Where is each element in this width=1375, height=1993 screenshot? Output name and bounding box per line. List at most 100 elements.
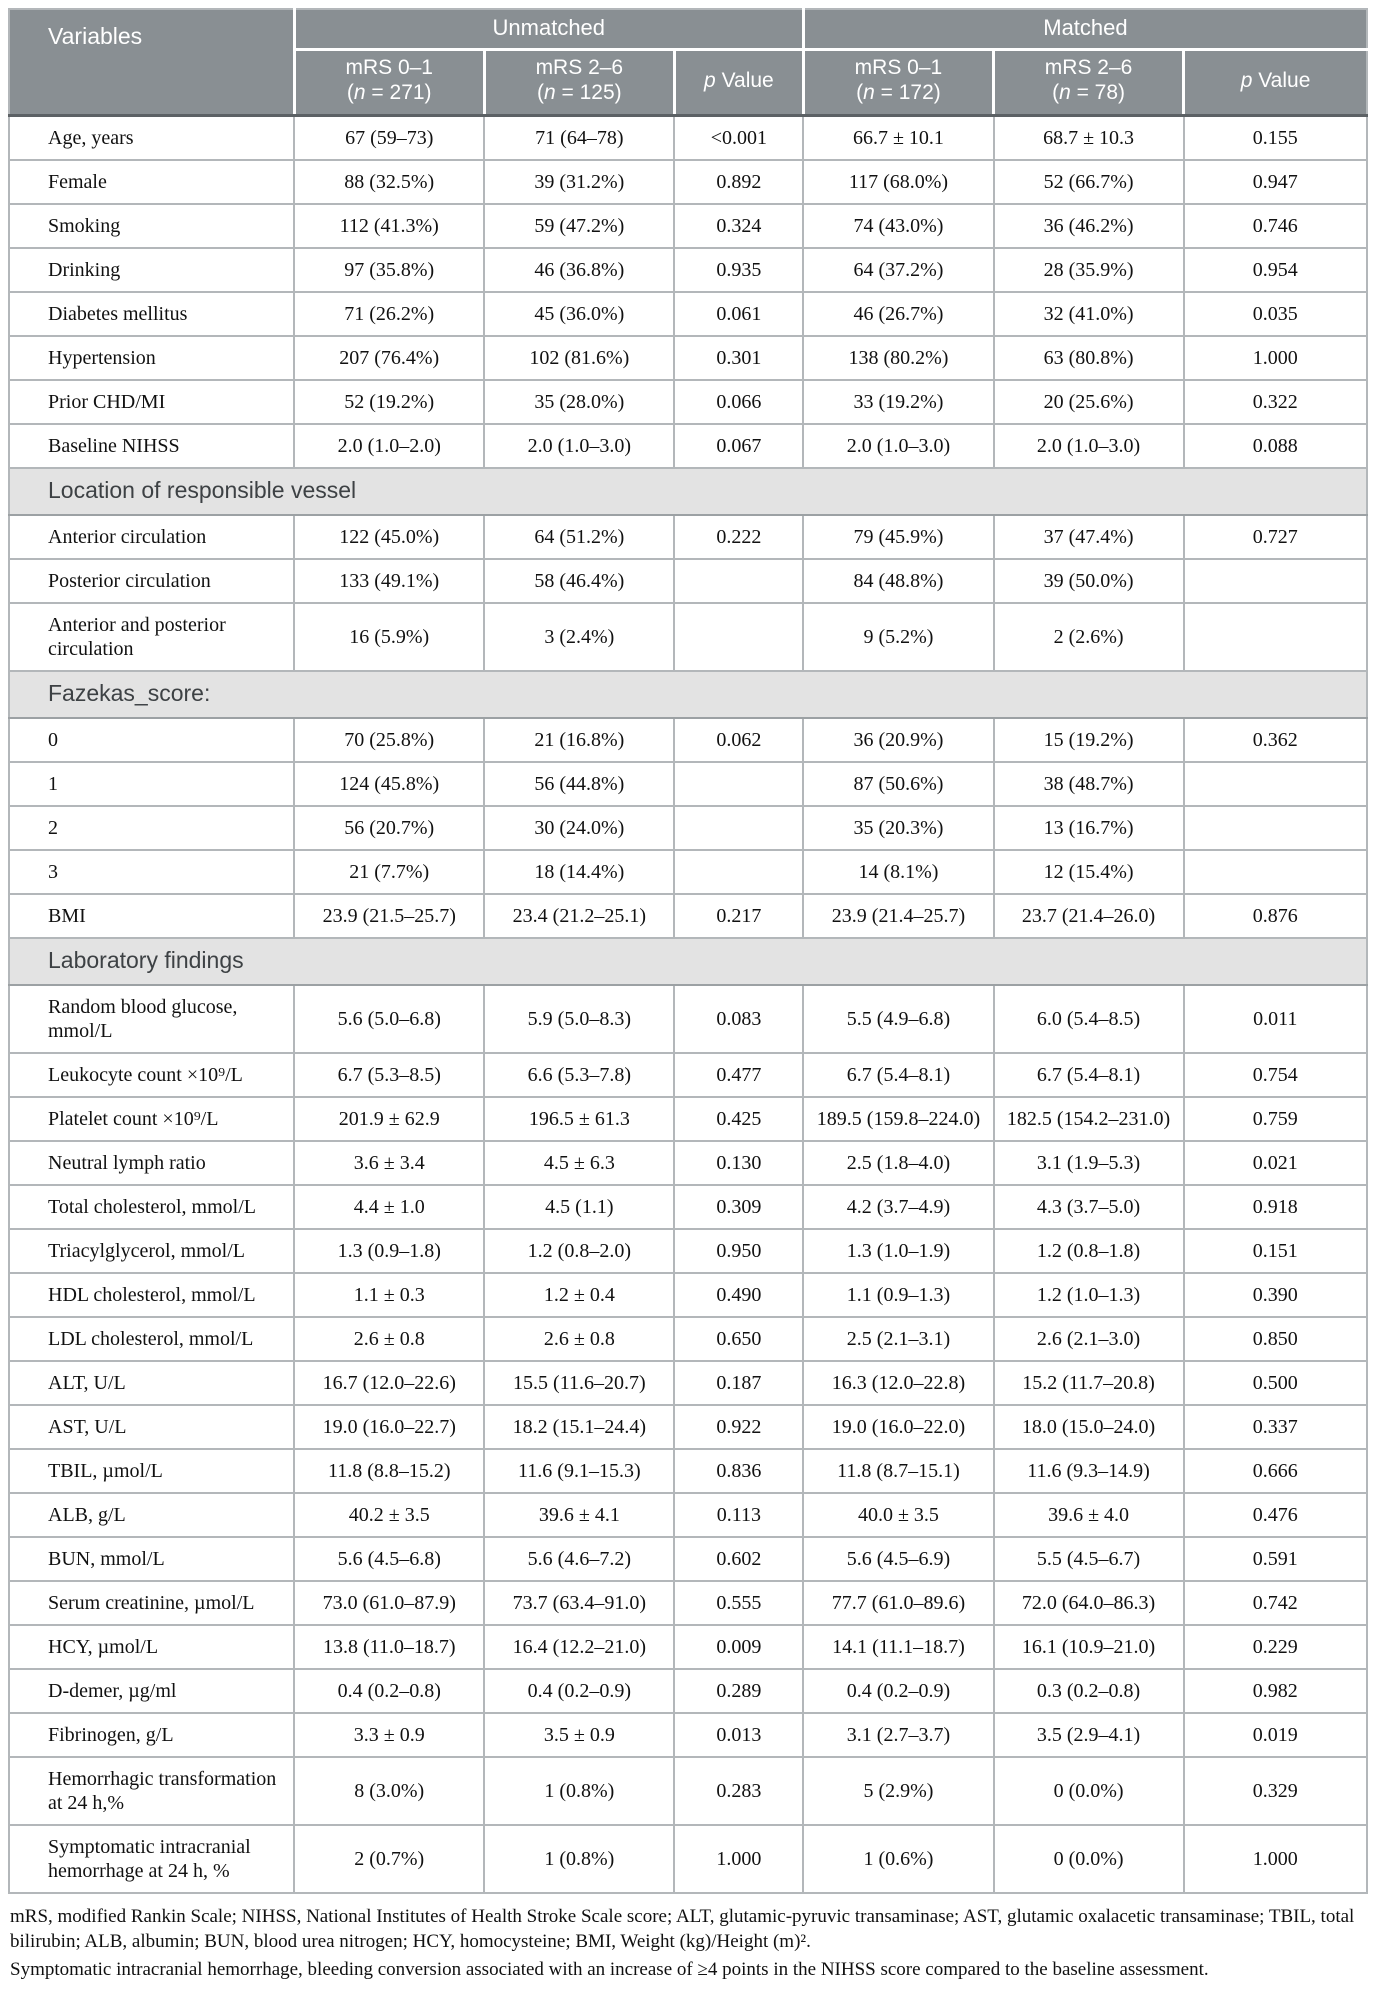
cell-value: 20 (25.6%) xyxy=(992,379,1185,425)
cell-value: 0.954 xyxy=(1182,247,1369,293)
cell-value: 46 (26.7%) xyxy=(802,291,995,337)
cell-value: 0.3 (0.2–0.8) xyxy=(992,1668,1185,1714)
cell-value: 36 (20.9%) xyxy=(802,717,995,763)
cell-value: 201.9 ± 62.9 xyxy=(293,1096,486,1142)
table-row: BUN, mmol/L 5.6 (4.5–6.8) 5.6 (4.6–7.2) 0.6… xyxy=(7,1536,1369,1582)
cell-value: 0.067 xyxy=(673,423,805,469)
group-header-matched: Matched xyxy=(801,9,1367,51)
footnote-sich-definition: Symptomatic intracranial hemorrhage, ble… xyxy=(10,1959,1209,1980)
cell-value: 11.8 (8.7–15.1) xyxy=(802,1448,995,1494)
cell-value: 45 (36.0%) xyxy=(483,291,676,337)
cell-value: 117 (68.0%) xyxy=(802,159,995,205)
cell-value: 3.3 ± 0.9 xyxy=(293,1712,486,1758)
row-label: Anterior circulation xyxy=(7,514,296,560)
row-label: Hemorrhagic transformation at 24 h,% xyxy=(7,1756,296,1826)
table-row: Triacylglycerol, mmol/L 1.3 (0.9–1.8) 1.2 … xyxy=(7,1228,1369,1274)
cell-value: 0.836 xyxy=(673,1448,805,1494)
cell-value: 182.5 (154.2–231.0) xyxy=(992,1096,1185,1142)
table-row: 3 21 (7.7%) 18 (14.4%) 14 (8.1%) 12 (15.4%) xyxy=(7,849,1369,895)
row-label: Leukocyte count ×10⁹/L xyxy=(7,1052,296,1098)
cell-value: 3.1 (2.7–3.7) xyxy=(802,1712,995,1758)
cell-value: 21 (7.7%) xyxy=(293,849,486,895)
cell-value: 4.5 (1.1) xyxy=(483,1184,676,1230)
cell-value: 46 (36.8%) xyxy=(483,247,676,293)
cell-value xyxy=(1182,602,1369,672)
cell-value: 19.0 (16.0–22.0) xyxy=(802,1404,995,1450)
cell-value: 0.009 xyxy=(673,1624,805,1670)
cell-value: 6.7 (5.4–8.1) xyxy=(802,1052,995,1098)
cell-value: 124 (45.8%) xyxy=(293,761,486,807)
cell-value: 0.850 xyxy=(1182,1316,1369,1362)
cell-value: 56 (44.8%) xyxy=(483,761,676,807)
cell-value: 15 (19.2%) xyxy=(992,717,1185,763)
table-row: 1 124 (45.8%) 56 (44.8%) 87 (50.6%) 38 (48.7… xyxy=(7,761,1369,807)
row-label: Random blood glucose, mmol/L xyxy=(7,984,296,1054)
cell-value: 207 (76.4%) xyxy=(293,335,486,381)
cell-value: 1 (0.8%) xyxy=(483,1824,676,1894)
cell-value: 1.000 xyxy=(1182,1824,1369,1894)
table-row: ALB, g/L 40.2 ± 3.5 39.6 ± 4.1 0.113 40.0 ± … xyxy=(7,1492,1369,1538)
cell-value: 64 (51.2%) xyxy=(483,514,676,560)
cell-value: 33 (19.2%) xyxy=(802,379,995,425)
row-label: 1 xyxy=(7,761,296,807)
cell-value: 196.5 ± 61.3 xyxy=(483,1096,676,1142)
cell-value: 56 (20.7%) xyxy=(293,805,486,851)
cell-value xyxy=(673,849,805,895)
baseline-characteristics-table: Variables Unmatched Matched mRS 0–1 (n = … xyxy=(7,8,1369,1894)
cell-value: 0.876 xyxy=(1182,893,1369,939)
cell-value: 1.2 (0.8–1.8) xyxy=(992,1228,1185,1274)
cell-value: 74 (43.0%) xyxy=(802,203,995,249)
cell-value: 0.742 xyxy=(1182,1580,1369,1626)
cell-value: 66.7 ± 10.1 xyxy=(802,114,995,161)
cell-value: 77.7 (61.0–89.6) xyxy=(802,1580,995,1626)
sub-header-row: mRS 0–1 (n = 271) mRS 2–6 (n = 125) p Value m… xyxy=(9,49,1367,117)
cell-value: 0.322 xyxy=(1182,379,1369,425)
cell-value: 87 (50.6%) xyxy=(802,761,995,807)
cell-value: 72.0 (64.0–86.3) xyxy=(992,1580,1185,1626)
footnote-abbreviations: mRS, modified Rankin Scale; NIHSS, Natio… xyxy=(10,1906,1355,1952)
cell-value: 0.222 xyxy=(673,514,805,560)
cell-value: 1.2 ± 0.4 xyxy=(483,1272,676,1318)
cell-value: 15.5 (11.6–20.7) xyxy=(483,1360,676,1406)
row-label: Prior CHD/MI xyxy=(7,379,296,425)
cell-value: 0.011 xyxy=(1182,984,1369,1054)
cell-value: 0.477 xyxy=(673,1052,805,1098)
cell-value: 59 (47.2%) xyxy=(483,203,676,249)
cell-value: 40.0 ± 3.5 xyxy=(802,1492,995,1538)
table-row: Platelet count ×10⁹/L 201.9 ± 62.9 196.5 ±… xyxy=(7,1096,1369,1142)
cell-value: 11.6 (9.3–14.9) xyxy=(992,1448,1185,1494)
cell-value xyxy=(1182,558,1369,604)
cell-value: 0 (0.0%) xyxy=(992,1824,1185,1894)
cell-value: 4.2 (3.7–4.9) xyxy=(802,1184,995,1230)
cell-value: 0.947 xyxy=(1182,159,1369,205)
cell-value: 23.7 (21.4–26.0) xyxy=(992,893,1185,939)
cell-value: 16 (5.9%) xyxy=(293,602,486,672)
row-label: Female xyxy=(7,159,296,205)
row-label: Total cholesterol, mmol/L xyxy=(7,1184,296,1230)
cell-value: 0.746 xyxy=(1182,203,1369,249)
row-label: D-demer, µg/ml xyxy=(7,1668,296,1714)
cell-value: 0.4 (0.2–0.9) xyxy=(483,1668,676,1714)
cell-value: 5.5 (4.5–6.7) xyxy=(992,1536,1185,1582)
cell-value: 63 (80.8%) xyxy=(992,335,1185,381)
table-row: HCY, µmol/L 13.8 (11.0–18.7) 16.4 (12.2–21… xyxy=(7,1624,1369,1670)
table-header: Variables Unmatched Matched mRS 0–1 (n = … xyxy=(9,9,1367,117)
cell-value: 0.4 (0.2–0.8) xyxy=(293,1668,486,1714)
section-row: Location of responsible vessel xyxy=(8,467,1368,516)
cell-value: 0.918 xyxy=(1182,1184,1369,1230)
cell-value: 2.5 (1.8–4.0) xyxy=(802,1140,995,1186)
cell-value: 0.021 xyxy=(1182,1140,1369,1186)
row-label: Smoking xyxy=(7,203,296,249)
cell-value: 0.982 xyxy=(1182,1668,1369,1714)
cell-value: 0.013 xyxy=(673,1712,805,1758)
cell-value: 0.217 xyxy=(673,893,805,939)
table-row: AST, U/L 19.0 (16.0–22.7) 18.2 (15.1–24.4)… xyxy=(7,1404,1369,1450)
col-header-p-value: p Value xyxy=(672,49,804,117)
cell-value: 0 (0.0%) xyxy=(992,1756,1185,1826)
cell-value: 67 (59–73) xyxy=(293,114,486,161)
cell-value: 0.309 xyxy=(673,1184,805,1230)
cell-value: 0.425 xyxy=(673,1096,805,1142)
cell-value: 0.922 xyxy=(673,1404,805,1450)
cell-value: 1 (0.6%) xyxy=(802,1824,995,1894)
row-label: BUN, mmol/L xyxy=(7,1536,296,1582)
